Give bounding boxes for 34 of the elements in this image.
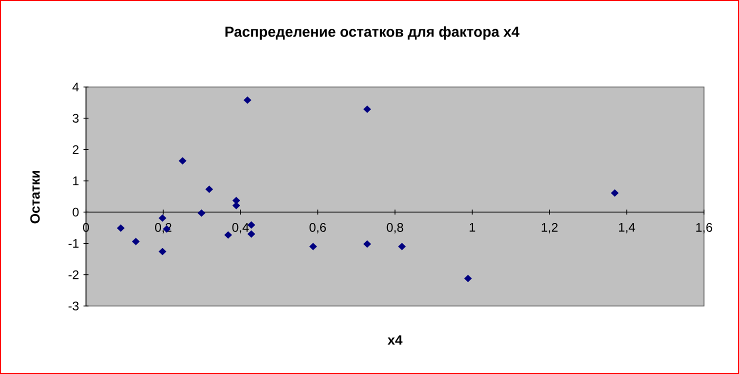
y-axis-title: Остатки xyxy=(30,171,40,224)
x-tick-label: 1,6 xyxy=(696,223,712,234)
point xyxy=(309,242,317,250)
x-tick-label: 1 xyxy=(470,223,476,232)
y-tick-label: -2 xyxy=(68,270,79,280)
x-tick-label: 1,4 xyxy=(619,223,636,234)
y-tick-label: 2 xyxy=(72,145,79,154)
point xyxy=(178,157,186,165)
y-tick-label: 3 xyxy=(72,114,79,123)
y-tick-label: -3 xyxy=(68,302,79,310)
x-tick-label: 1,2 xyxy=(542,223,558,234)
point xyxy=(158,248,166,256)
point xyxy=(232,202,240,210)
point xyxy=(116,224,125,232)
point xyxy=(610,189,619,197)
x-axis-title: x4 xyxy=(388,335,402,345)
x-tick-label: 0,6 xyxy=(310,223,326,234)
x-tick-label: 0,4 xyxy=(232,223,249,234)
y-tick-label: 4 xyxy=(72,82,79,92)
chart-title: Распределение остатков для фактора x4 xyxy=(225,26,520,40)
point xyxy=(464,274,472,282)
y-tick-label: 1 xyxy=(73,176,79,186)
y-tick-label: 0 xyxy=(72,208,79,217)
y-tick-label: -1 xyxy=(68,239,79,248)
point xyxy=(132,238,140,246)
point xyxy=(224,231,232,239)
point xyxy=(363,240,372,248)
point xyxy=(205,186,214,193)
point xyxy=(398,242,406,250)
point xyxy=(363,106,372,113)
point xyxy=(198,209,206,217)
point xyxy=(158,214,166,222)
point xyxy=(244,96,252,104)
x-tick-label: 0,8 xyxy=(386,223,404,234)
